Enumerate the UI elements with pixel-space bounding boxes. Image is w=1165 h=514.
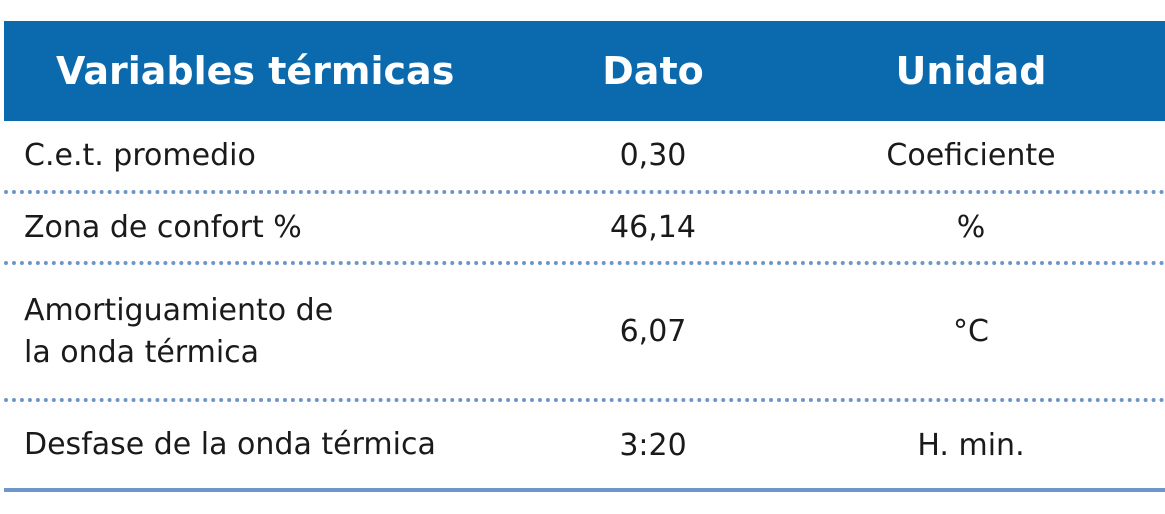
- row-variable-line1: Amortiguamiento de: [24, 292, 334, 328]
- row-variable: Amortiguamiento de la onda térmica: [4, 290, 569, 374]
- row-unidad: H. min.: [917, 427, 1025, 463]
- row-dato: 0,30: [619, 138, 687, 173]
- header-unidad: Unidad: [895, 49, 1047, 93]
- header-variables: Variables térmicas: [56, 49, 455, 93]
- row-dato: 3:20: [619, 427, 687, 463]
- table-header: Variables térmicas Dato Unidad: [4, 21, 1165, 121]
- row-unidad: %: [956, 210, 986, 245]
- row-unidad: °C: [953, 314, 989, 349]
- row-unidad: Coeficiente: [886, 138, 1056, 173]
- table-row: Zona de confort % 46,14 %: [4, 194, 1165, 265]
- thermal-variables-table: Variables térmicas Dato Unidad C.e.t. pr…: [4, 21, 1165, 492]
- table-row: C.e.t. promedio 0,30 Coeficiente: [4, 121, 1165, 194]
- row-dato: 6,07: [619, 314, 687, 349]
- row-variable-line2: la onda térmica: [24, 334, 260, 370]
- row-variable: Desfase de la onda térmica: [24, 427, 436, 462]
- row-dato: 46,14: [610, 210, 696, 245]
- row-variable: Zona de confort %: [24, 209, 302, 245]
- header-dato: Dato: [602, 49, 704, 93]
- table-row: Amortiguamiento de la onda térmica 6,07 …: [4, 265, 1165, 402]
- table-row: Desfase de la onda térmica 3:20 H. min.: [4, 402, 1165, 492]
- row-variable: C.e.t. promedio: [24, 137, 256, 173]
